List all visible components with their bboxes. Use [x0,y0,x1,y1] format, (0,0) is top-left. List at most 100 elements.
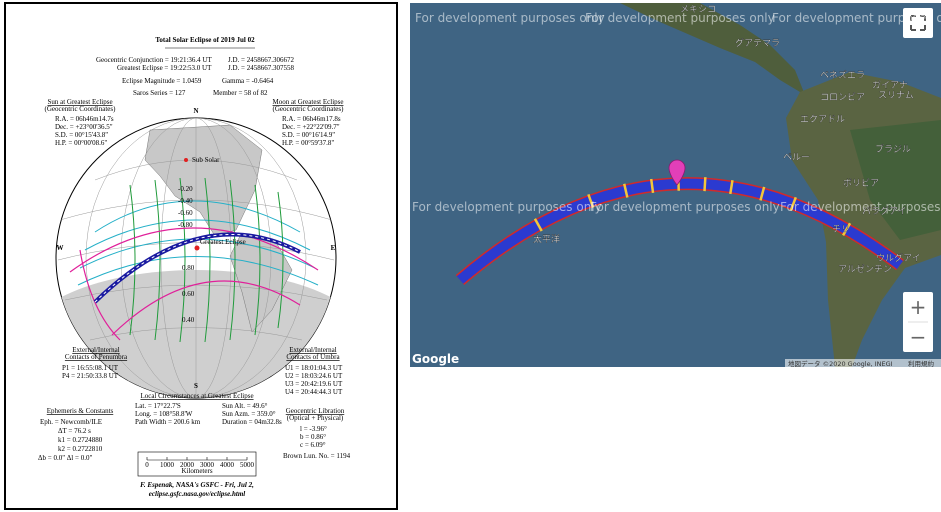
fullscreen-icon [910,15,926,31]
title: Total Solar Eclipse of 2019 Jul 02 [155,36,255,44]
coordinate-line: S.D. = 00°16'14.9" [282,131,335,139]
section-heading: Contacts of Umbra [286,353,340,361]
summary-text: J.D. = 2458667.306672 [228,56,294,64]
magnitude-label: 0.80 [182,264,195,272]
map-label: チリ [832,224,850,235]
path-tick [623,183,629,198]
ephemeris-line: k2 = 0.2722810 [58,445,103,453]
section-heading: Local Circumstances at Greatest Eclipse [140,392,253,400]
fullscreen-button[interactable] [903,8,933,38]
watermark: For development purposes only [772,11,941,25]
map-label: グアテマラ [735,37,780,49]
watermark: For development purposes only [585,11,775,25]
contact-line: U2 = 18:03:24.6 UT [285,372,343,380]
libration-line: c = 6.09° [300,441,326,449]
path-tick [533,218,543,232]
contact-line: U1 = 18:01:04.3 UT [285,364,343,372]
path-tick [789,196,797,211]
map-label: ウルグアイ [876,252,921,264]
terms-link[interactable]: 利用規約 [908,359,935,368]
local-line: Sun Alt. = 49.6° [222,402,268,410]
section-heading: Moon at Greatest Eclipse [273,98,344,106]
magnitude-label: -0.60 [178,209,193,217]
path-tick [703,177,707,192]
map-label: パラグアイ [862,205,907,217]
summary-text: J.D. = 2458667.307558 [228,64,294,72]
map-label: 太平洋 [533,233,560,245]
section-subheading: (Optical + Physical) [287,414,344,422]
coordinate-line: R.A. = 06h46m14.7s [55,115,114,123]
ephemeris-line: Δb = 0.0" Δl = 0.0" [38,454,92,462]
coordinate-line: Dec. = +22°22'09.7" [282,123,340,131]
map-label: ベネズエラ [820,69,865,81]
map-label: ブラジル [875,143,911,155]
map-label: コロンビア [820,92,865,103]
scale-label: 1000 [160,461,175,469]
section-heading: Contacts of Penumbra [65,353,128,361]
coordinate-line: S.D. = 00°15'43.8" [55,131,108,139]
watermark: For development purposes only [412,200,602,214]
compass-label: N [193,107,198,115]
summary-text: Greatest Eclipse = 19:22:53.0 UT [117,64,212,72]
attribution-bar [785,359,941,368]
coordinate-line: H.P. = 00°59'37.8" [282,139,334,147]
local-line: Path Width = 200.6 km [135,418,201,426]
map-label: エクアドル [800,114,845,125]
contact-line: U3 = 20:42:19.6 UT [285,380,343,388]
map-label: ボリビア [843,178,879,189]
map [410,3,941,367]
scale-unit: Kilometers [181,467,212,475]
scale-box [137,451,257,477]
globe-label: Sub Solar [192,156,220,164]
watermark: For development purposes only [780,200,941,214]
globe-label: Greatest Eclipse [200,238,246,246]
zoom-in-button[interactable]: + [910,295,927,319]
magnitude-label: -0.20 [178,185,193,193]
map-label: メキシコ [680,5,716,15]
path-tick [587,193,595,208]
zoom-out-button[interactable]: − [910,325,927,349]
compass-label: W [57,244,64,252]
magnitude-label: 0.60 [182,290,195,298]
section-heading: External/Internal [72,346,119,354]
map-label: アルゼンチン [838,263,892,275]
scale-label: 0 [145,461,149,469]
google-logo: Google [412,352,459,366]
summary-text: Gamma = -0.6464 [222,77,274,85]
magnitude-label: -0.40 [178,197,193,205]
libration-line: Brown Lun. No. = 1194 [283,452,351,460]
local-line: Duration = 04m32.8s [222,418,282,426]
libration-line: l = -3.96° [300,425,327,433]
footer-text: eclipse.gsfc.nasa.gov/eclipse.html [149,490,245,498]
ephemeris-line: Eph. = Newcomb/ILE [40,418,102,426]
map-label: ペルー [783,153,810,163]
map-label: スリナム [878,90,914,101]
path-tick [649,178,655,194]
watermark: For development purposes only [415,11,605,25]
path-tick [759,186,766,201]
scale-label: 4000 [220,461,235,469]
section-subheading: (Geocentric Coordinates) [45,105,117,113]
magnitude-label: -0.80 [178,221,193,229]
summary-text: Geocentric Conjunction = 19:21:36.4 UT [96,56,212,64]
contact-line: U4 = 20:44:44.3 UT [285,388,343,396]
footer-text: F. Espenak, NASA's GSFC - Fri, Jul 2, [140,481,254,489]
local-line: Sun Azm. = 359.0° [222,410,276,418]
scale-label: 2000 [180,461,195,469]
summary-text: Member = 58 of 82 [213,89,268,97]
contact-line: P1 = 16:55:08.1 UT [62,364,119,372]
section-heading: Sun at Greatest Eclipse [47,98,112,106]
coordinate-line: H.P. = 00°00'08.6" [55,139,107,147]
section-heading: External/Internal [289,346,336,354]
ephemeris-line: k1 = 0.2724880 [58,436,103,444]
path-tick [842,222,852,237]
ephemeris-line: ΔT = 76.2 s [58,427,91,435]
summary-text: Eclipse Magnitude = 1.0459 [122,77,202,85]
contact-line: P4 = 21:50:33.8 UT [62,372,119,380]
compass-label: E [331,244,336,252]
watermark: For development purposes only [590,200,780,214]
section-heading: Ephemeris & Constants [47,407,114,415]
path-tick [729,179,734,195]
